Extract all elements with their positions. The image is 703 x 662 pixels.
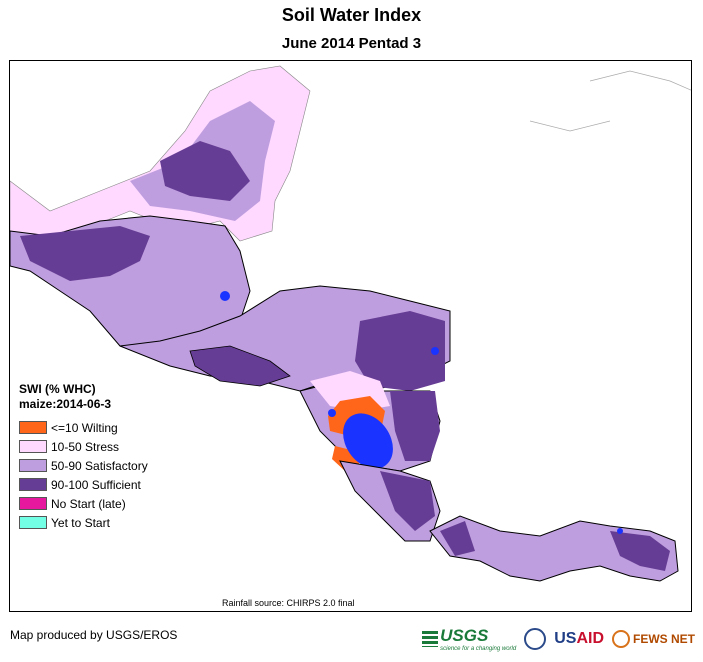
legend-item-no-start: No Start (late)	[19, 494, 189, 513]
legend-item-sufficient: 90-100 Sufficient	[19, 475, 189, 494]
region-yucatan-sufficient	[160, 141, 250, 201]
legend-swatch	[19, 516, 47, 529]
region-elsalvador	[189, 345, 291, 387]
usaid-seal-icon	[524, 628, 547, 650]
usaid-logo-aid: AID	[576, 630, 604, 647]
map-canvas	[10, 65, 691, 582]
credit-text: Map produced by USGS/EROS	[10, 628, 178, 642]
legend-item-satisfactory: 50-90 Satisfactory	[19, 456, 189, 475]
usgs-tagline: science for a changing world	[440, 646, 517, 652]
legend-swatch	[19, 421, 47, 434]
legend-label: No Start (late)	[51, 496, 126, 511]
lake-honduras	[431, 347, 439, 355]
island-outline	[589, 70, 691, 91]
map-frame	[9, 60, 692, 612]
fewsnet-logo-text: FEWS NET	[633, 632, 695, 646]
map-title: Soil Water Index	[281, 5, 422, 25]
legend-label: Yet to Start	[51, 515, 110, 530]
usgs-logo-icon	[422, 631, 439, 647]
legend-swatch	[19, 459, 47, 472]
legend-label: <=10 Wilting	[51, 420, 118, 435]
legend-item-wilting: <=10 Wilting	[19, 418, 189, 437]
lake-panama	[617, 528, 623, 534]
legend-label: 50-90 Satisfactory	[51, 458, 148, 473]
legend-swatch	[19, 497, 47, 510]
region-panama-sufficient	[440, 521, 475, 556]
region-costarica-sufficient	[380, 471, 435, 531]
fewsnet-logo: FEWS NET	[612, 630, 695, 648]
fewsnet-logo-icon	[612, 630, 630, 648]
legend-item-stress: 10-50 Stress	[19, 437, 189, 456]
lake-nicaragua	[343, 413, 393, 469]
region-honduras-sufficient	[355, 311, 445, 391]
legend-swatch	[19, 440, 47, 453]
legend-label: 90-100 Sufficient	[51, 477, 141, 492]
lake-managua	[328, 409, 336, 417]
logos: USGS science for a changing world USAID …	[422, 622, 695, 656]
lake-guatemala	[220, 291, 230, 301]
rainfall-source-note: Rainfall source: CHIRPS 2.0 final	[222, 598, 355, 608]
usgs-logo-text: USGS	[440, 626, 489, 645]
legend-label: 10-50 Stress	[51, 439, 120, 454]
region-nicaragua-sufficient	[390, 391, 440, 461]
region-guatemala-sufficient	[20, 226, 150, 281]
map-subtitle: June 2014 Pentad 3	[281, 35, 422, 52]
legend-title: SWI (% WHC)	[19, 382, 96, 396]
legend-item-yet-to-start: Yet to Start	[19, 513, 189, 532]
legend-subtitle: maize:2014-06-3	[19, 397, 112, 411]
region-panama-sufficient-east	[610, 531, 670, 571]
legend: SWI (% WHC) maize:2014-06-3 <=10 Wilting…	[19, 382, 189, 532]
island-outline-2	[529, 120, 611, 132]
usaid-logo: USAID	[554, 630, 604, 648]
legend-swatch	[19, 478, 47, 491]
usgs-logo: USGS science for a changing world	[422, 626, 516, 652]
usaid-logo-us: US	[554, 630, 577, 647]
